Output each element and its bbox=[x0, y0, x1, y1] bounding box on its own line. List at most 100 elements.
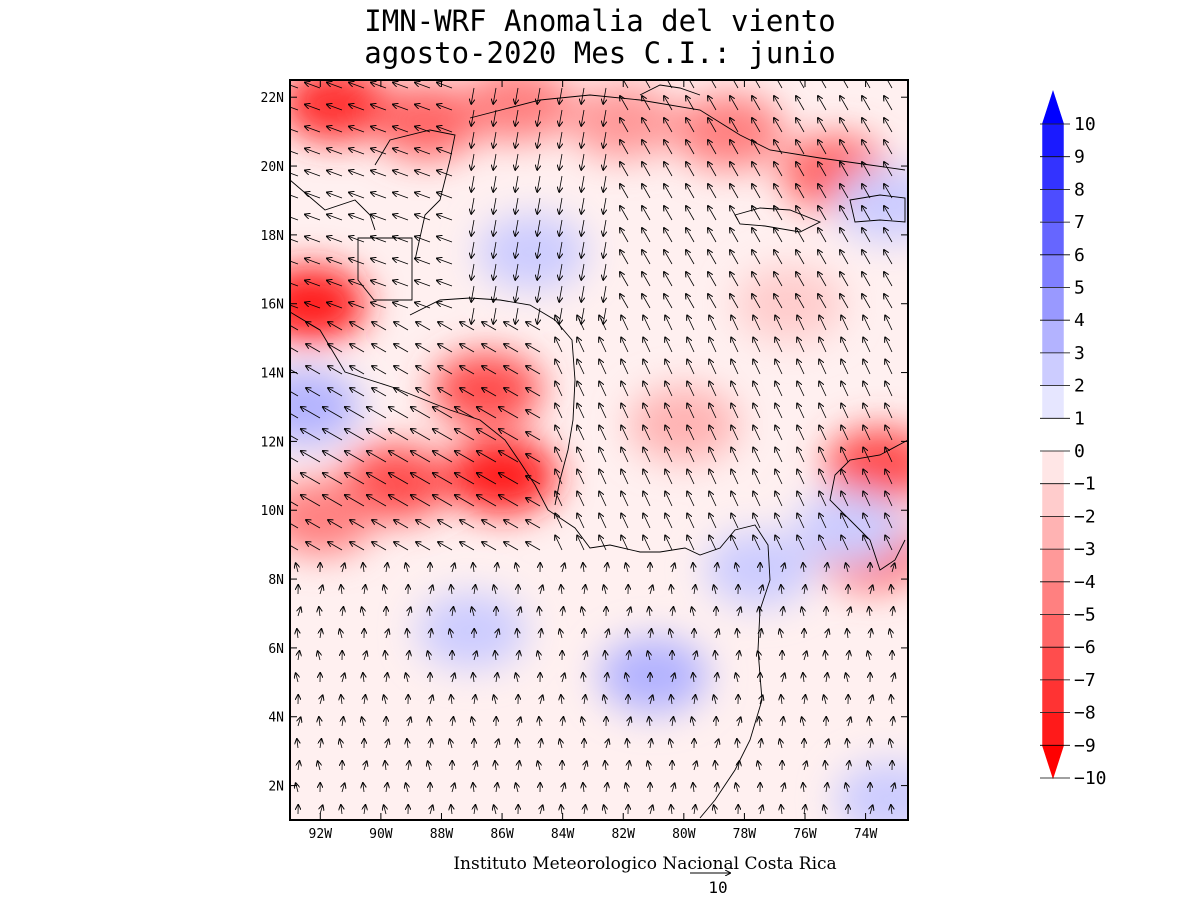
wind-vector bbox=[371, 149, 387, 155]
wind-vector bbox=[797, 316, 805, 331]
wind-vector bbox=[577, 470, 585, 485]
wind-vector bbox=[555, 514, 563, 529]
wind-vector bbox=[471, 285, 474, 302]
wind-vector bbox=[730, 96, 739, 111]
wind-vector bbox=[672, 717, 673, 727]
wind-vector bbox=[599, 492, 607, 507]
wind-vector bbox=[515, 175, 518, 192]
wind-vector bbox=[796, 96, 805, 111]
wind-vector bbox=[430, 629, 431, 639]
wind-vector bbox=[797, 404, 805, 419]
wind-vector bbox=[350, 366, 365, 375]
wind-vector bbox=[824, 805, 826, 815]
wind-vector bbox=[460, 388, 475, 397]
wind-vector bbox=[328, 344, 343, 353]
wind-vector bbox=[709, 382, 717, 397]
wind-vector bbox=[582, 607, 584, 617]
wind-vector bbox=[342, 783, 345, 793]
wind-vector bbox=[664, 228, 673, 243]
wind-vector bbox=[526, 322, 541, 331]
wind-vector bbox=[493, 219, 496, 236]
wind-vector bbox=[620, 206, 629, 221]
wind-vector bbox=[429, 607, 430, 617]
wind-vector bbox=[606, 563, 607, 573]
wind-vector bbox=[730, 250, 739, 265]
wind-vector bbox=[672, 783, 675, 793]
wind-vector bbox=[323, 429, 343, 441]
wind-vector bbox=[780, 739, 782, 749]
wind-vector bbox=[774, 96, 783, 111]
wind-vector bbox=[892, 607, 893, 617]
wind-vector bbox=[758, 761, 760, 771]
wind-vector bbox=[628, 761, 629, 771]
wind-vector bbox=[493, 307, 496, 324]
anomaly-region bbox=[290, 479, 376, 556]
wind-vector bbox=[305, 149, 321, 155]
wind-vector bbox=[372, 388, 387, 397]
wind-vector bbox=[415, 83, 431, 89]
colorbar-label: 4 bbox=[1074, 310, 1085, 331]
wind-vector bbox=[687, 492, 695, 507]
wind-vector bbox=[621, 426, 629, 441]
wind-vector bbox=[493, 285, 496, 302]
wind-vector bbox=[460, 344, 475, 353]
wind-vector bbox=[437, 303, 453, 309]
wind-vector bbox=[621, 536, 629, 551]
lat-tick-label: 6N bbox=[268, 642, 284, 657]
wind-vector bbox=[643, 404, 651, 419]
wind-vector bbox=[455, 429, 475, 441]
wind-vector bbox=[863, 382, 871, 397]
wind-vector bbox=[451, 695, 452, 705]
wind-vector bbox=[626, 563, 628, 573]
wind-vector bbox=[349, 303, 365, 309]
wind-vector bbox=[581, 131, 584, 148]
wind-vector bbox=[371, 105, 387, 111]
wind-vector bbox=[452, 607, 453, 617]
wind-vector bbox=[371, 193, 387, 199]
wind-vector bbox=[515, 263, 518, 280]
wind-vector bbox=[290, 324, 299, 331]
wind-vector bbox=[620, 272, 629, 287]
wind-vector bbox=[537, 87, 540, 104]
wind-vector bbox=[438, 322, 453, 331]
wind-vector bbox=[664, 118, 673, 133]
wind-vector bbox=[708, 206, 717, 221]
wind-vector bbox=[869, 607, 870, 617]
wind-vector bbox=[730, 272, 739, 287]
wind-vector bbox=[305, 259, 321, 265]
wind-vector bbox=[297, 629, 298, 639]
wind-vector bbox=[386, 629, 389, 639]
colorbar-swatch bbox=[1041, 679, 1065, 713]
wind-vector bbox=[540, 585, 543, 595]
wind-vector bbox=[526, 366, 541, 375]
wind-vector bbox=[848, 651, 849, 661]
wind-vector bbox=[518, 717, 521, 727]
wind-vector bbox=[516, 563, 518, 573]
wind-vector bbox=[350, 520, 365, 529]
wind-vector bbox=[517, 629, 518, 639]
wind-vector bbox=[796, 228, 805, 243]
wind-vector bbox=[433, 429, 453, 441]
wind-vector bbox=[848, 717, 851, 727]
wind-vector bbox=[642, 96, 651, 111]
wind-vector bbox=[515, 285, 518, 302]
wind-vector bbox=[782, 783, 785, 793]
wind-vector bbox=[714, 805, 716, 815]
wind-vector bbox=[438, 520, 453, 529]
wind-vector bbox=[471, 131, 474, 148]
wind-vector bbox=[496, 629, 499, 639]
wind-vector bbox=[499, 473, 519, 485]
wind-vector bbox=[884, 96, 893, 111]
colorbar-label: −5 bbox=[1074, 605, 1096, 626]
wind-vector bbox=[892, 783, 895, 793]
colorbar-swatch bbox=[1041, 319, 1065, 354]
wind-vector bbox=[686, 228, 695, 243]
wind-vector bbox=[504, 366, 519, 375]
wind-vector bbox=[884, 140, 893, 155]
wind-vector bbox=[362, 717, 364, 727]
wind-vector bbox=[296, 673, 298, 683]
wind-vector bbox=[665, 470, 673, 485]
anomaly-region bbox=[290, 80, 391, 143]
wind-vector bbox=[643, 514, 651, 529]
wind-vector bbox=[620, 96, 629, 111]
